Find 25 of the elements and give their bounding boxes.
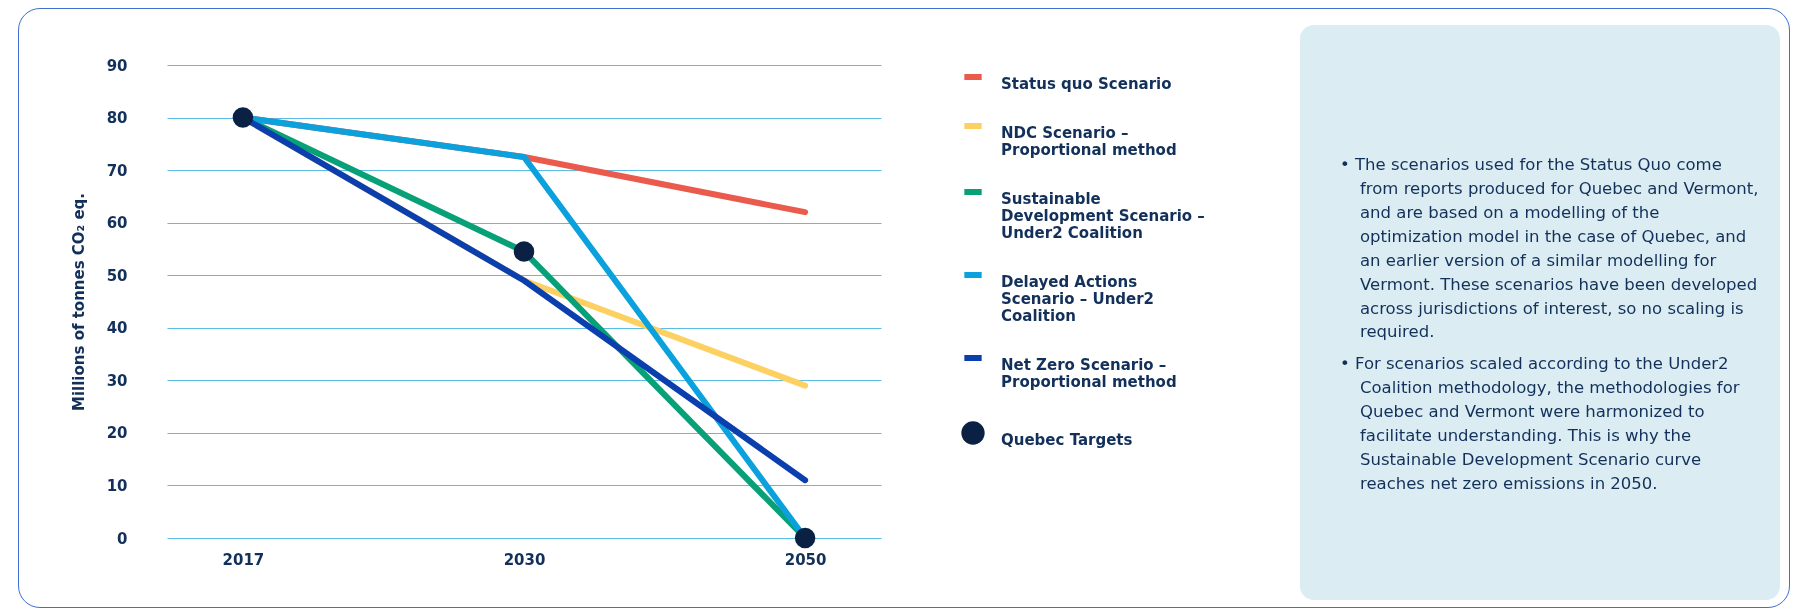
x-tick-label: 2017 — [222, 550, 265, 569]
legend-label: Net Zero Scenario – Proportional method — [1001, 356, 1177, 391]
x-tick-label: 2030 — [503, 550, 546, 569]
text: • The scenarios used for the Status Quo come from reports produced for Quebec and Vermont, and are based on a modelling of the optimization model in the case of Quebec, and an earlier version of a similar modelling for Vermont. These scenarios have been developed across jurisdictions of interest, so no scaling is required. — [1340, 154, 1760, 344]
y-tick-label: 20 — [106, 424, 128, 443]
legend-label: Sustainable Development Scenario – Under2 Coalition — [1001, 190, 1205, 242]
y-tick-label: 70 — [106, 161, 128, 180]
y-tick-label: 50 — [106, 266, 128, 285]
x-tick-label: 2050 — [784, 550, 827, 569]
y-tick-label: 10 — [106, 476, 128, 495]
y-tick-label: 0 — [117, 529, 128, 548]
y-tick-label: 40 — [106, 319, 128, 338]
point — [232, 107, 254, 128]
legend-label: NDC Scenario – Proportional method — [1001, 124, 1177, 159]
legend-label: Delayed Actions Scenario – Under2 Coalition — [1001, 273, 1155, 325]
text: • For scenarios scaled according to the Under2 Coalition methodology, the methodologies for Quebec and Vermont were harmonized to facilitate understanding. This is why the Sustainable Development Scenario curve reaches net zero emissions in 2050. — [1340, 353, 1741, 495]
y-tick-label: 80 — [106, 109, 128, 128]
point — [794, 527, 816, 549]
point — [513, 241, 535, 262]
y-axis-title: Millions of tonnes CO₂ eq. — [69, 193, 88, 411]
y-tick-label: 90 — [106, 56, 128, 75]
y-tick-label: 60 — [106, 214, 128, 233]
legend-label: Status quo Scenario — [1001, 75, 1172, 93]
y-tick-label: 30 — [106, 371, 128, 390]
legend-label: Quebec Targets — [1001, 431, 1133, 449]
